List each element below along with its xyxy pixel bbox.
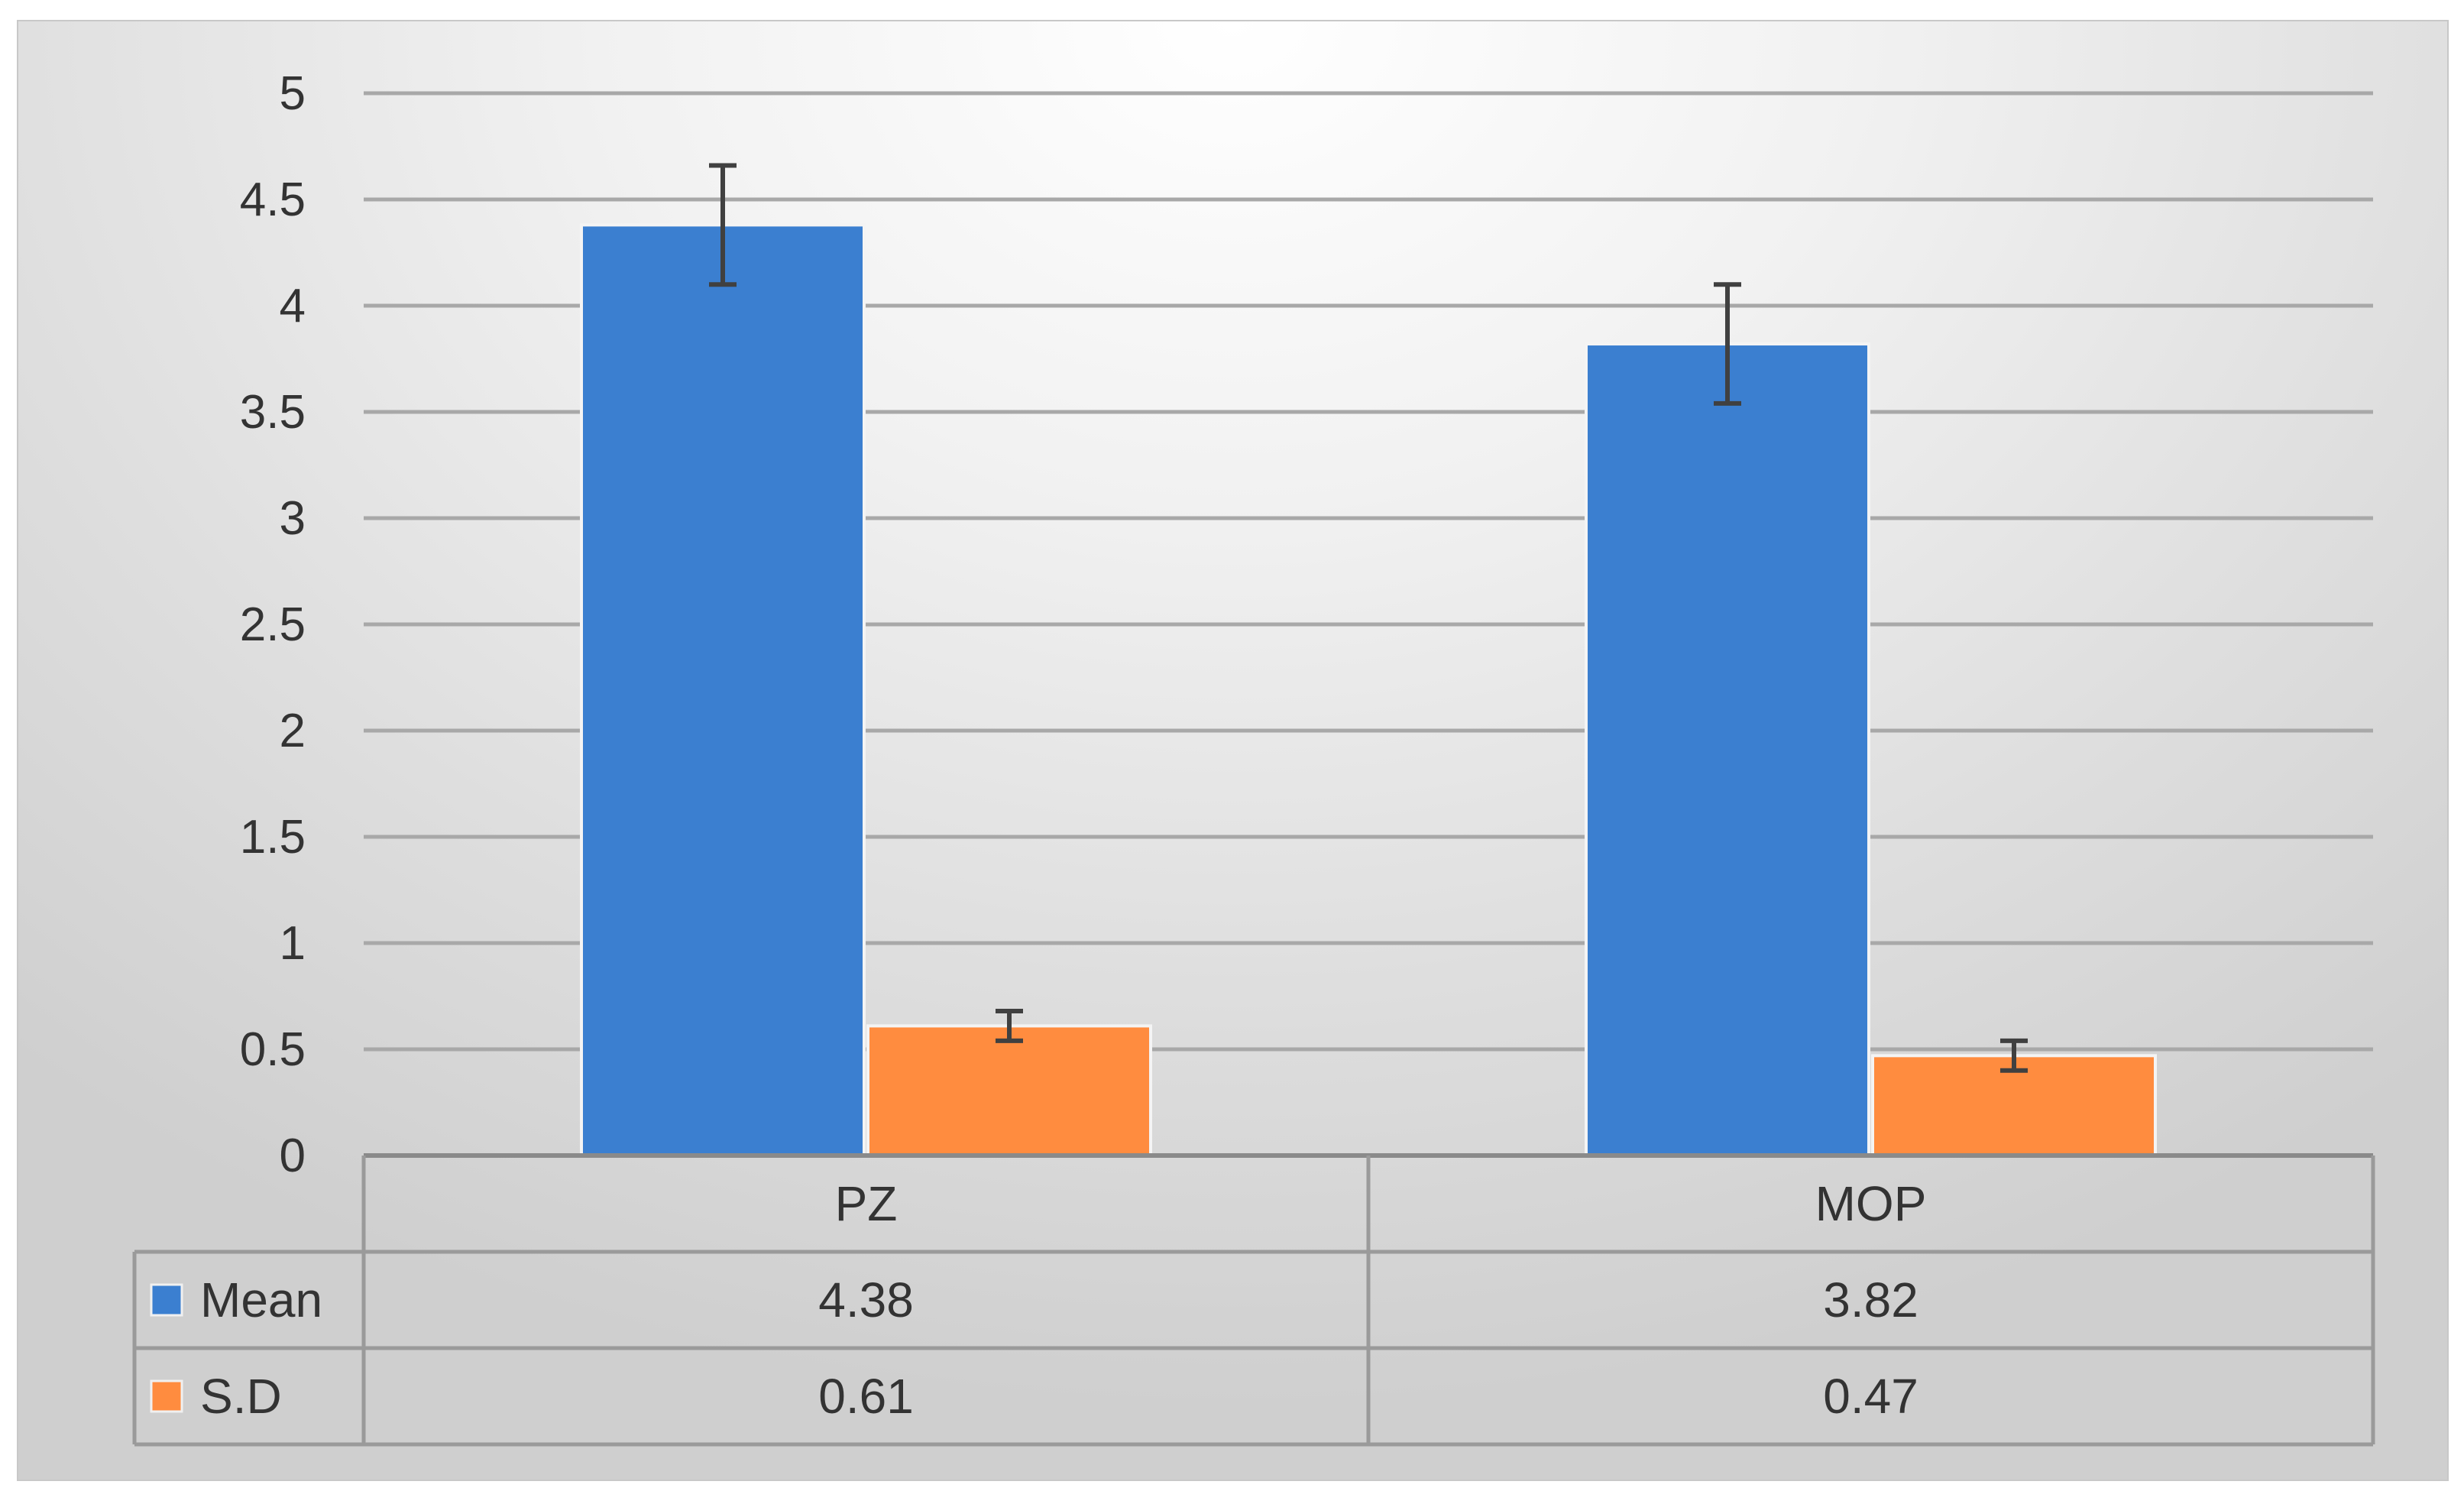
legend-label-s-d: S.D: [200, 1369, 282, 1424]
y-tick-label: 3.5: [240, 386, 306, 439]
y-axis-ticks: 0 0.5 1 1.5 2 2.5 3 3.5 4 4.5 5: [240, 67, 306, 1182]
error-bar-s-d-pz: [996, 1008, 1023, 1043]
error-bars: [709, 163, 2028, 1073]
y-tick-label: 1.5: [240, 811, 306, 864]
data-table: PZ MOP Mean 4.38 3.82 S.D 0.61 0.47: [132, 1153, 2375, 1447]
y-tick-label: 0.5: [240, 1023, 306, 1076]
legend-key-s-d: [150, 1379, 183, 1413]
y-tick-label: 2.5: [240, 598, 306, 651]
y-tick-label: 0: [280, 1130, 306, 1182]
table-value-s-d-mop: 0.47: [1823, 1369, 1918, 1424]
error-bar-mean-mop: [1714, 282, 1741, 406]
y-tick-label: 3: [280, 492, 306, 545]
legend-label-mean: Mean: [200, 1272, 322, 1327]
chart-frame: [17, 20, 2449, 1481]
error-bar-mean-pz: [709, 163, 737, 287]
bar-mean-pz: [580, 223, 866, 1157]
y-tick-label: 2: [280, 705, 306, 757]
y-tick-label: 1: [280, 917, 306, 970]
bar-mean-mop: [1585, 342, 1870, 1157]
legend-key-mean: [150, 1283, 183, 1317]
table-value-s-d-pz: 0.61: [818, 1369, 914, 1424]
category-label-mop: MOP: [1815, 1176, 1927, 1231]
error-bar-s-d-mop: [2000, 1038, 2028, 1073]
y-tick-label: 4.5: [240, 173, 306, 226]
category-label-pz: PZ: [835, 1176, 898, 1231]
table-value-mean-pz: 4.38: [818, 1272, 914, 1327]
bar-s-d-pz: [866, 1024, 1152, 1158]
bars: [580, 223, 2157, 1158]
y-tick-label: 4: [280, 280, 306, 332]
y-tick-label: 5: [280, 67, 306, 120]
table-value-mean-mop: 3.82: [1823, 1272, 1918, 1327]
